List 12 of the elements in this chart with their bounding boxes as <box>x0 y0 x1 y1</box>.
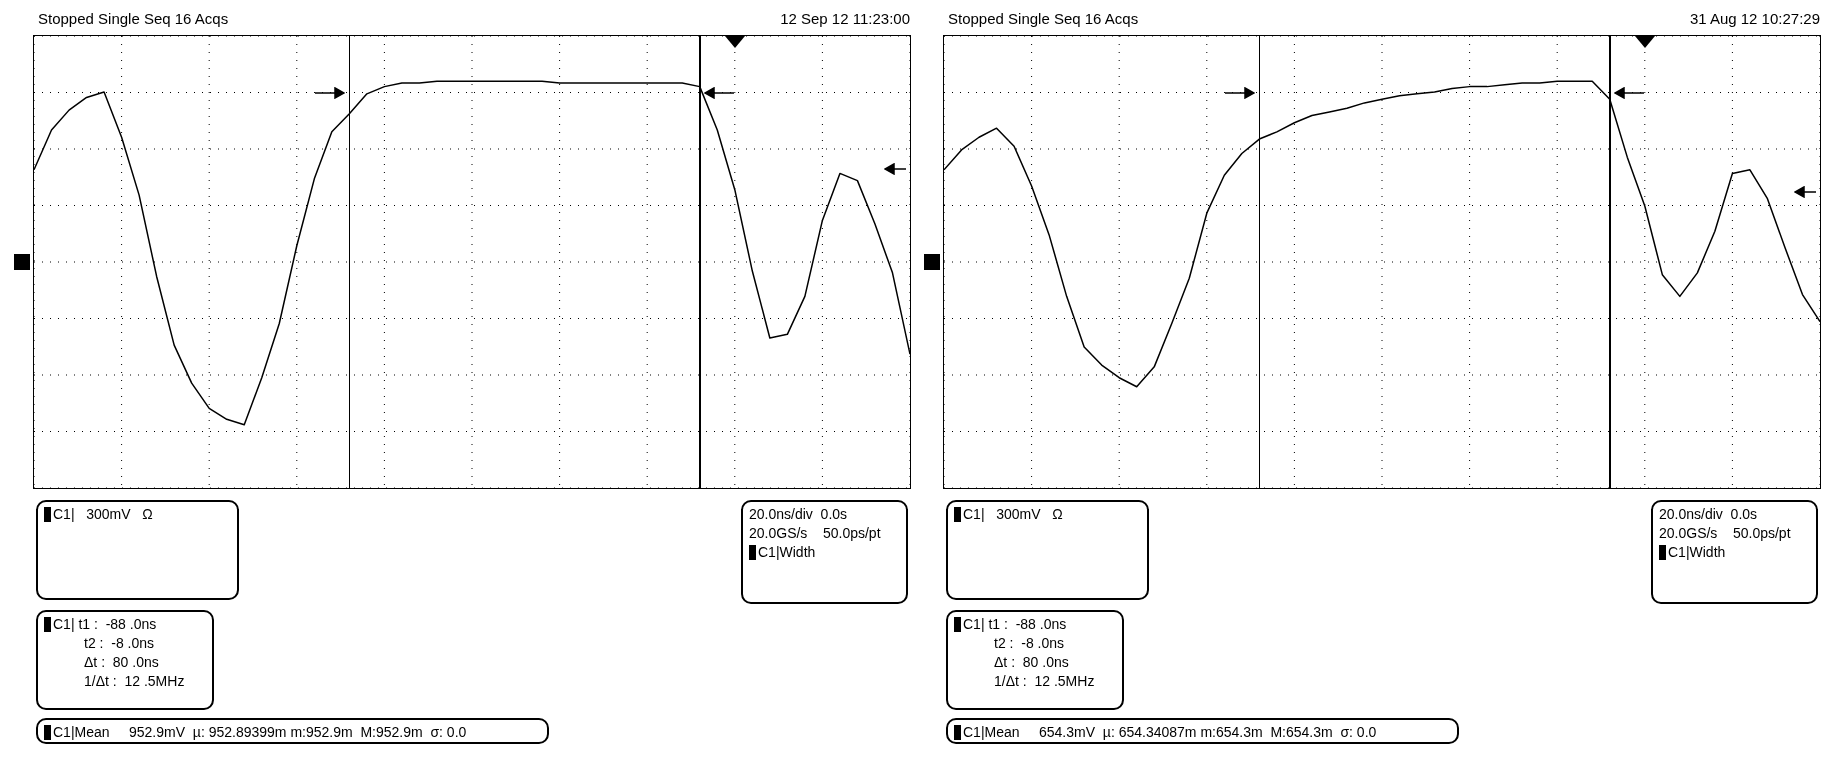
chart-title: Stopped Single Seq 16 Acqs <box>948 10 1139 27</box>
chart-title: Stopped Single Seq 16 Acqs <box>38 10 229 27</box>
text: C1| t1 : -88 .0ns t2 : -8 .0ns Δt : 80 .0ns 1/Δt : 12 .5MHz <box>53 615 185 691</box>
text: 20.0ns/div 0.0s 20.0GS/s 50.0ps/pt C1|Width <box>749 505 881 562</box>
text: 20.0ns/div 0.0s 20.0GS/s 50.0ps/pt C1|Width <box>1659 505 1791 562</box>
text: C1|Mean 654.3mV µ: 654.34087m m:654.3m M:654.3m σ: 0.0 <box>963 723 1377 742</box>
chart-subtitle: 31 Aug 12 10:27:29 <box>1689 10 1820 27</box>
text: C1|Mean 952.9mV µ: 952.89399m m:952.9m M:952.9m σ: 0.0 <box>53 723 467 742</box>
chart-subtitle: 12 Sep 12 11:23:00 <box>780 10 910 27</box>
text: C1| 300mV Ω <box>963 505 1063 524</box>
text: C1| t1 : -88 .0ns t2 : -8 .0ns Δt : 80 .0ns 1/Δt : 12 .5MHz <box>963 615 1095 691</box>
text: C1| 300mV Ω <box>53 505 153 524</box>
